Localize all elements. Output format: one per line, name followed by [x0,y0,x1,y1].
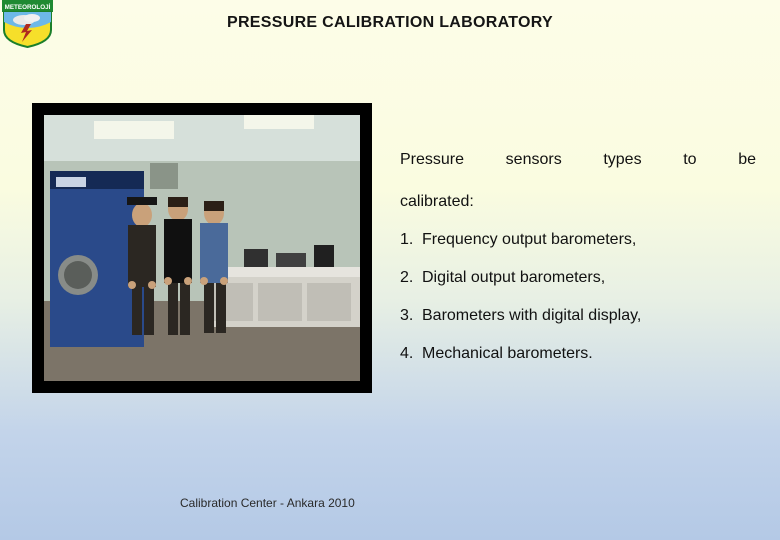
list-item: 1.Frequency output barometers, [400,228,756,252]
footer-text: Calibration Center - Ankara 2010 [180,496,355,510]
svg-text:METEOROLOJİ: METEOROLOJİ [5,3,51,11]
intro-line-2: calibrated: [400,190,756,214]
lab-photo [44,115,360,381]
list-item: 2.Digital output barometers, [400,266,756,290]
page-title: PRESSURE CALIBRATION LABORATORY [0,14,780,32]
list-item: 4.Mechanical barometers. [400,342,756,366]
barometer-list: 1.Frequency output barometers, 2.Digital… [400,228,756,366]
lab-photo-frame [32,103,372,393]
list-item: 3.Barometers with digital display, [400,304,756,328]
intro-line-1: Pressure sensors types to be [400,148,756,172]
content-text: Pressure sensors types to be calibrated:… [400,148,756,380]
